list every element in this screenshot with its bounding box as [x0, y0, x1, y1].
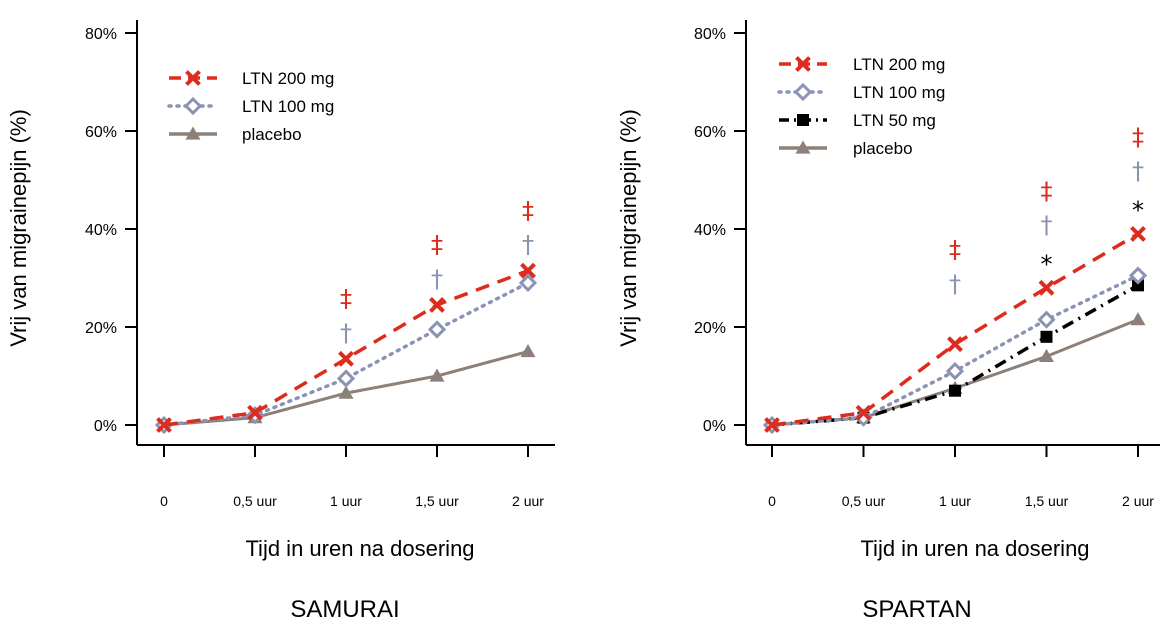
data-point [247, 404, 263, 421]
series-line [771, 232, 1139, 427]
chart-panel-2: 0% 20% 40% 60% 80% 0 0,5 uur 1 uur 1,5 uur 2 uur T… [616, 20, 1160, 623]
data-point [1132, 279, 1144, 292]
legend-marker [183, 96, 203, 116]
significance-marker: † [522, 231, 534, 259]
x-axis-title: Tijd in uren na dosering [860, 536, 1089, 561]
series-line [162, 281, 530, 427]
x-tick-label: 1 uur [330, 493, 362, 509]
data-point [429, 368, 445, 382]
panel-title: SPARTAN [862, 596, 971, 623]
significance-marker: ‡ [431, 231, 443, 259]
x-tick-label: 2 uur [512, 493, 544, 509]
significance-marker: * [1132, 196, 1144, 224]
series-ltn-200-mg [764, 225, 1146, 433]
significance-marker: ‡ [1132, 123, 1144, 151]
significance-marker: ‡ [949, 236, 961, 264]
legend-label: placebo [853, 139, 913, 158]
series-line [771, 283, 1139, 427]
significance-marker: ‡ [340, 285, 352, 313]
legend-marker [795, 140, 811, 154]
data-point [520, 262, 536, 279]
data-point [1130, 225, 1146, 242]
significance-marker: * [1041, 250, 1053, 278]
data-point [156, 417, 172, 433]
significance-marker: ‡ [522, 196, 534, 224]
legend-marker [185, 70, 201, 86]
y-tick-label: 80% [694, 26, 726, 43]
significance-marker: † [431, 265, 443, 293]
y-tick-label: 40% [85, 222, 117, 239]
significance-marker: ‡ [1041, 177, 1053, 205]
legend: LTN 200 mg LTN 100 mg placebo [167, 69, 334, 144]
y-tick-label: 0% [94, 418, 117, 435]
data-point [336, 369, 356, 388]
data-point [1130, 312, 1146, 326]
y-tick-label: 0% [703, 418, 726, 435]
y-axis-title: Vrij van migrainepijn (%) [6, 109, 31, 347]
y-tick-label: 60% [694, 124, 726, 141]
x-tick-label: 0,5 uur [233, 493, 277, 509]
data-point [427, 320, 447, 339]
legend-label: LTN 100 mg [853, 83, 945, 102]
data-point [338, 385, 354, 399]
legend-label: LTN 200 mg [242, 69, 334, 88]
significance-marker: † [1041, 211, 1053, 239]
legend-marker [797, 114, 809, 126]
y-tick-label: 20% [694, 320, 726, 337]
data-point [518, 273, 538, 293]
data-point [1038, 279, 1055, 296]
data-point [855, 404, 872, 421]
significance-marker: † [1132, 157, 1144, 185]
legend-marker [185, 126, 201, 140]
data-point [1040, 330, 1053, 343]
series-ltn-200-mg [156, 262, 536, 433]
data-point [947, 336, 963, 353]
y-tick-label: 20% [85, 320, 117, 337]
data-point [429, 297, 445, 313]
significance-marker: † [949, 270, 961, 298]
x-axis-title: Tijd in uren na dosering [245, 536, 474, 561]
legend-marker [793, 82, 813, 102]
chart-panel-1: 0% 20% 40% 60% 80% 0 0,5 uur 1 uur 1,5 uur 2 uur T… [6, 20, 555, 623]
significance-marker: † [340, 319, 352, 347]
data-point [949, 384, 961, 397]
series-line [770, 273, 1140, 427]
y-axis-title: Vrij van migrainepijn (%) [616, 109, 641, 347]
data-point [1128, 266, 1148, 285]
panel-title: SAMURAI [290, 596, 399, 623]
data-point [764, 417, 780, 433]
y-tick-label: 80% [85, 26, 117, 43]
x-tick-label: 0,5 uur [842, 493, 886, 509]
data-point [338, 350, 354, 367]
data-point [1037, 310, 1056, 329]
legend-label: LTN 100 mg [242, 97, 334, 116]
legend: LTN 200 mg LTN 100 mg LTN 50 mg placebo [777, 55, 945, 158]
legend-label: placebo [242, 125, 302, 144]
x-tick-label: 1 uur [939, 493, 971, 509]
x-tick-label: 0 [768, 493, 776, 509]
legend-label: LTN 200 mg [853, 55, 945, 74]
y-tick-label: 60% [85, 124, 117, 141]
legend-marker [795, 56, 811, 72]
x-tick-label: 1,5 uur [415, 493, 459, 509]
data-point [945, 361, 965, 381]
x-tick-label: 0 [160, 493, 168, 509]
y-tick-label: 40% [694, 222, 726, 239]
data-point [1039, 348, 1054, 363]
legend-label: LTN 50 mg [853, 111, 936, 130]
x-tick-label: 1,5 uur [1025, 493, 1069, 509]
data-point [520, 344, 536, 358]
x-tick-label: 2 uur [1122, 493, 1154, 509]
